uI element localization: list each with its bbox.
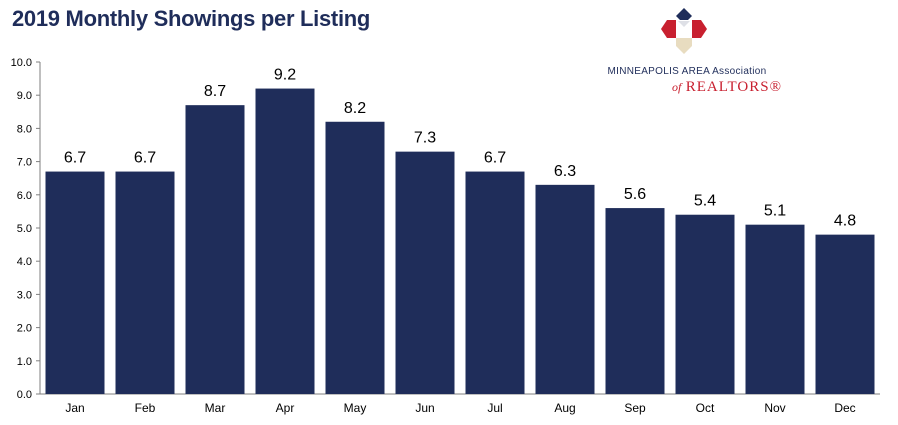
- data-label: 5.4: [694, 193, 716, 210]
- data-label: 5.6: [624, 186, 646, 203]
- y-tick-label: 0.0: [17, 389, 32, 401]
- bar-sep: [605, 208, 665, 394]
- bar-dec: [815, 234, 875, 394]
- y-tick-label: 8.0: [17, 123, 32, 135]
- x-tick-label: Feb: [135, 401, 156, 415]
- x-tick-label: Aug: [554, 401, 575, 415]
- data-label: 6.3: [554, 163, 576, 180]
- data-label: 6.7: [64, 150, 86, 167]
- data-label: 9.2: [274, 67, 296, 84]
- data-label: 8.7: [204, 83, 226, 100]
- x-tick-label: Jan: [65, 401, 84, 415]
- y-tick-label: 1.0: [17, 356, 32, 368]
- x-tick-label: May: [344, 401, 367, 415]
- x-tick-label: Nov: [764, 401, 785, 415]
- bar-nov: [745, 224, 805, 394]
- data-label: 4.8: [834, 213, 856, 230]
- bar-jan: [45, 171, 105, 394]
- logo-realtors: REALTORS®: [685, 79, 782, 95]
- y-tick-label: 9.0: [17, 90, 32, 102]
- y-tick-label: 2.0: [17, 323, 32, 335]
- map-house-logo-icon: [661, 8, 707, 54]
- bar-jun: [395, 151, 455, 394]
- data-label: 6.7: [134, 150, 156, 167]
- x-tick-label: Dec: [834, 401, 855, 415]
- x-tick-label: Mar: [205, 401, 226, 415]
- bar-feb: [115, 171, 175, 394]
- x-tick-label: Jul: [487, 401, 502, 415]
- bar-apr: [255, 88, 315, 394]
- y-tick-label: 6.0: [17, 190, 32, 202]
- x-tick-label: Jun: [415, 401, 434, 415]
- association-logo: MINNEAPOLIS AREA Association of REALTORS…: [592, 6, 792, 98]
- y-tick-label: 3.0: [17, 289, 32, 301]
- data-label: 6.7: [484, 150, 506, 167]
- data-label: 7.3: [414, 130, 436, 147]
- y-tick-label: 7.0: [17, 157, 32, 169]
- bar-mar: [185, 105, 245, 394]
- x-tick-label: Apr: [276, 401, 295, 415]
- bar-may: [325, 121, 385, 394]
- logo-of: of: [671, 80, 682, 94]
- logo-realtors-line: of REALTORS®: [592, 78, 782, 96]
- bar-aug: [535, 184, 595, 394]
- y-tick-label: 4.0: [17, 256, 32, 268]
- data-label: 8.2: [344, 100, 366, 117]
- logo-association-name: MINNEAPOLIS AREA Association: [607, 66, 767, 77]
- x-tick-label: Sep: [624, 401, 646, 415]
- bar-jul: [465, 171, 525, 394]
- data-label: 5.1: [764, 203, 786, 220]
- y-tick-label: 10.0: [11, 57, 32, 69]
- bar-oct: [675, 214, 735, 394]
- y-tick-label: 5.0: [17, 223, 32, 235]
- chart-title: 2019 Monthly Showings per Listing: [12, 6, 371, 31]
- x-tick-label: Oct: [696, 401, 715, 415]
